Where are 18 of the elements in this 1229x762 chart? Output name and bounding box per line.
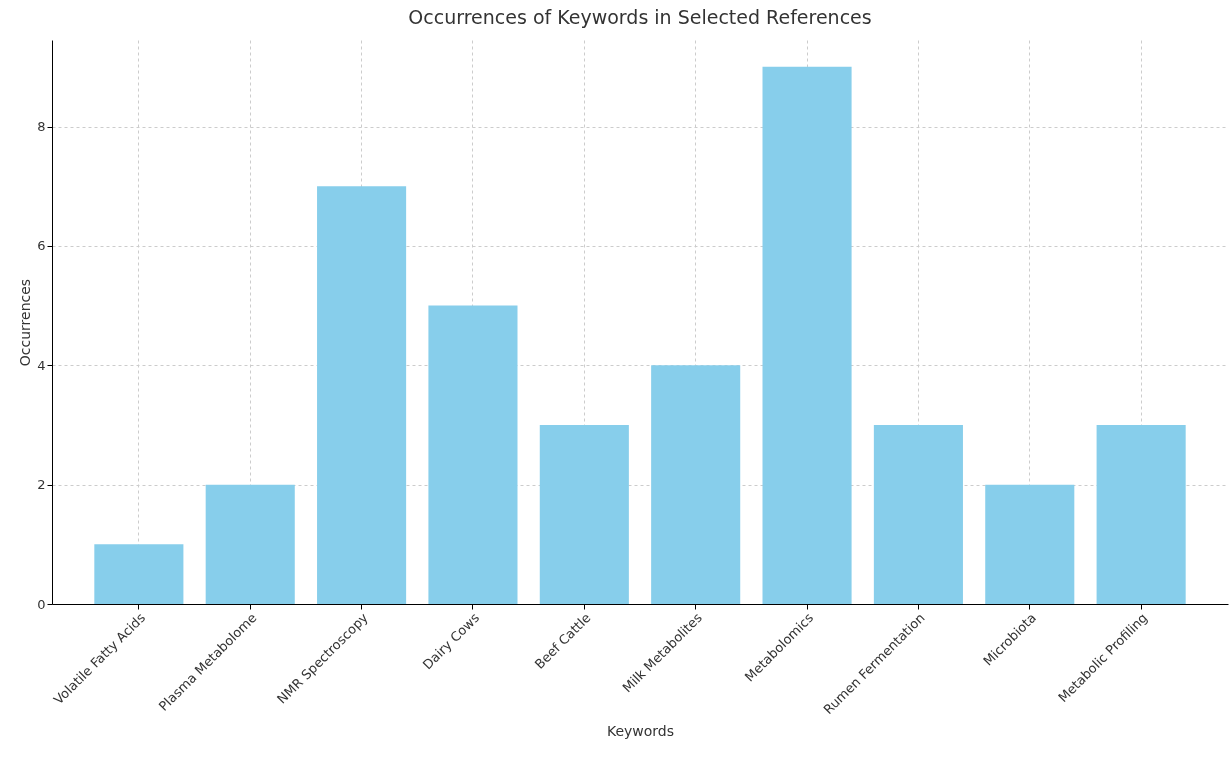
bar bbox=[94, 544, 184, 604]
chart-title: Occurrences of Keywords in Selected References bbox=[408, 6, 872, 28]
y-tick-label: 0 bbox=[37, 596, 46, 612]
bar bbox=[985, 484, 1075, 604]
y-tick-label: 8 bbox=[37, 119, 46, 135]
bar bbox=[317, 186, 407, 604]
y-tick-label: 4 bbox=[37, 357, 46, 373]
bar bbox=[873, 424, 963, 604]
bar bbox=[428, 305, 518, 604]
bar bbox=[539, 424, 629, 604]
x-axis-title: Keywords bbox=[606, 723, 675, 740]
y-tick-label: 2 bbox=[37, 477, 46, 493]
bar bbox=[1096, 424, 1186, 604]
bar bbox=[651, 365, 741, 604]
y-tick-label: 6 bbox=[37, 238, 46, 254]
y-axis-title: Occurrences bbox=[17, 278, 34, 367]
bar bbox=[762, 66, 852, 604]
bar bbox=[205, 484, 295, 604]
